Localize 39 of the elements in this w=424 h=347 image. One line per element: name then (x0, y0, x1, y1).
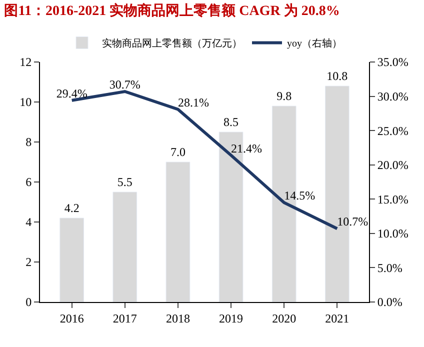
y2-tick-label: 5.0% (377, 260, 402, 275)
bar (112, 192, 138, 302)
data-label: 21.4% (231, 141, 262, 156)
data-label: 30.7% (109, 77, 140, 92)
y-tick-label: 2 (26, 255, 32, 270)
y-tick-label: 12 (20, 55, 32, 70)
y2-tick-label: 10.0% (377, 226, 408, 241)
y2-tick-label: 30.0% (377, 89, 408, 104)
data-label: 29.4% (56, 86, 88, 100)
y2-tick-label: 15.0% (377, 192, 408, 206)
x-tick-label: 2018 (166, 311, 190, 326)
y-tick-label: 6 (26, 175, 32, 190)
y-tick-label: 4 (26, 215, 32, 230)
data-label: 14.5% (284, 188, 316, 203)
data-label: 8.5 (224, 115, 239, 129)
data-label: 5.5 (117, 175, 132, 189)
x-tick-label: 2019 (219, 311, 244, 326)
x-tick-label: 2020 (272, 311, 296, 326)
y2-tick-label: 0.0% (377, 295, 402, 310)
bar (60, 218, 84, 302)
data-label: 9.8 (276, 89, 292, 103)
bar (166, 162, 190, 302)
legend-label: yoy（右轴） (287, 38, 342, 50)
x-tick-label: 2016 (60, 311, 84, 326)
y2-tick-label: 35.0% (377, 55, 408, 70)
y-tick-label: 0 (26, 295, 32, 310)
data-label: 10.7% (337, 214, 368, 229)
data-label: 7.0 (170, 145, 186, 159)
legend-label: 实物商品网上零售额（万亿元） (102, 38, 242, 50)
data-label: 4.2 (64, 201, 80, 215)
y-tick-label: 10 (20, 95, 32, 110)
y-tick-label: 8 (26, 135, 32, 150)
data-label: 28.1% (178, 95, 209, 110)
y2-tick-label: 25.0% (377, 124, 408, 138)
x-tick-label: 2021 (325, 311, 350, 326)
data-label: 10.8 (326, 69, 348, 83)
chart-title: 图11：2016-2021 实物商品网上零售额 CAGR 为 20.8% (4, 2, 340, 20)
y2-tick-label: 20.0% (377, 158, 408, 172)
x-tick-label: 2017 (112, 311, 137, 326)
